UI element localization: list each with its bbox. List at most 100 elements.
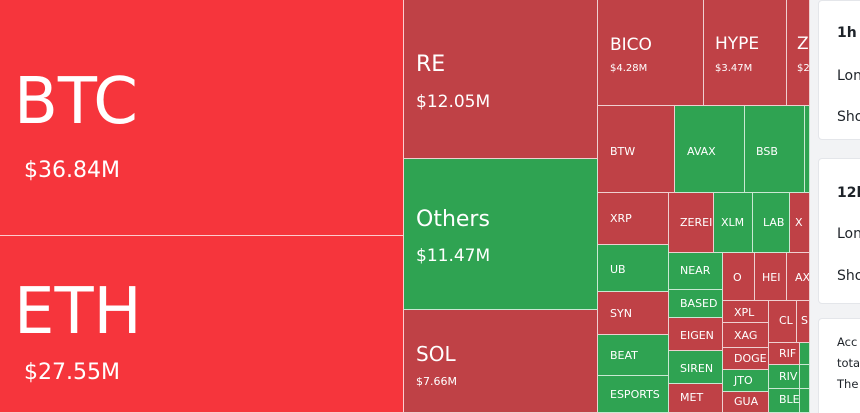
- liquidation-summary-panel: 1h Lon Sho 12h Lon Sho Acc tota The: [810, 0, 860, 413]
- tile-symbol: SOL: [416, 342, 456, 366]
- tile-xpl[interactable]: XPL: [723, 301, 769, 323]
- tile-symbol: XPL: [734, 306, 755, 319]
- tile-doge[interactable]: DOGE: [723, 348, 769, 370]
- tile-symbol: Others: [416, 207, 490, 232]
- accounts-note-card: Acc tota The: [818, 318, 860, 413]
- tile-re[interactable]: RE $12.05M: [404, 0, 598, 159]
- tile-xrp[interactable]: XRP: [598, 193, 669, 245]
- card-12h-title: 12h: [837, 185, 860, 201]
- tile-symbol: X: [795, 216, 803, 229]
- liquidation-treemap: BTC $36.84M ETH $27.55M RE $12.05M Others $11.4…: [0, 0, 810, 413]
- tile-ble[interactable]: BLE: [769, 389, 800, 413]
- tile-symbol: SYN: [610, 307, 632, 320]
- tile-symbol: JTO: [734, 374, 753, 387]
- tile-value: $12.05M: [416, 92, 491, 112]
- tile-symbol: CL: [779, 314, 793, 327]
- tile-cl[interactable]: CL: [769, 301, 797, 343]
- note-line-1: Acc: [837, 335, 858, 349]
- tile-unlabeled[interactable]: [800, 365, 810, 389]
- tile-symbol: HYPE: [715, 34, 760, 54]
- tile-symbol: LAB: [763, 216, 785, 229]
- tile-near[interactable]: NEAR: [669, 253, 723, 290]
- tile-symbol: BASED: [680, 297, 718, 310]
- tile-riv[interactable]: RIV: [769, 365, 800, 389]
- tile-xlm[interactable]: XLM: [714, 193, 753, 253]
- tile-zerebro[interactable]: ZEREI: [669, 193, 714, 253]
- tile-symbol: BEAT: [610, 349, 638, 362]
- tile-based[interactable]: BASED: [669, 290, 723, 318]
- tile-syn[interactable]: SYN: [598, 292, 669, 335]
- tile-symbol: RIV: [779, 370, 798, 383]
- tile-symbol: NEAR: [680, 264, 711, 277]
- tile-symbol: DOGE: [734, 352, 767, 365]
- tile-bico[interactable]: BICO $4.28M: [598, 0, 704, 106]
- tile-symbol: S: [801, 314, 808, 327]
- tile-beat[interactable]: BEAT: [598, 335, 669, 376]
- tile-symbol: XAG: [734, 329, 758, 342]
- tile-symbol: BLE: [779, 393, 800, 406]
- tile-symbol: MET: [680, 391, 704, 404]
- tile-symbol: XLM: [721, 216, 745, 229]
- tile-xx[interactable]: X: [790, 193, 810, 253]
- tile-met[interactable]: MET: [669, 384, 723, 413]
- tile-rif[interactable]: RIF: [769, 343, 800, 365]
- tile-value: $2: [797, 63, 810, 74]
- tile-unlabeled[interactable]: [800, 343, 810, 365]
- tile-hype[interactable]: HYPE $3.47M: [704, 0, 787, 106]
- tile-value: $4.28M: [610, 63, 648, 74]
- tile-gua[interactable]: GUA: [723, 392, 769, 413]
- tile-unlabeled[interactable]: [805, 106, 810, 193]
- tile-symbol: ZEREI: [680, 216, 713, 229]
- card-1h-title: 1h: [837, 25, 857, 41]
- card-1h: 1h Lon Sho: [818, 0, 860, 140]
- card-1h-long-label: Lon: [837, 68, 860, 84]
- tile-value: $11.47M: [416, 246, 491, 266]
- tile-xag[interactable]: XAG: [723, 323, 769, 348]
- tile-symbol: GUA: [734, 395, 759, 408]
- tile-symbol: O: [733, 271, 742, 284]
- tile-symbol: XRP: [610, 212, 632, 225]
- tile-btw[interactable]: BTW: [598, 106, 675, 193]
- tile-symbol: SIREN: [680, 362, 714, 375]
- tile-symbol: ETH: [14, 275, 142, 349]
- tile-symbol: BTC: [14, 65, 138, 139]
- card-12h-short-label: Sho: [837, 268, 860, 284]
- tile-ax[interactable]: AX: [787, 253, 810, 301]
- tile-bsb[interactable]: BSB: [745, 106, 805, 193]
- card-1h-short-label: Sho: [837, 109, 860, 125]
- tile-jto[interactable]: JTO: [723, 370, 769, 392]
- tile-eigen[interactable]: EIGEN: [669, 318, 723, 351]
- tile-others[interactable]: Others $11.47M: [404, 159, 598, 310]
- tile-eth[interactable]: ETH $27.55M: [0, 236, 404, 413]
- tile-symbol: RIF: [779, 347, 797, 360]
- tile-symbol: AVAX: [687, 145, 716, 158]
- tile-z[interactable]: Z $2: [787, 0, 810, 106]
- tile-btc[interactable]: BTC $36.84M: [0, 0, 404, 236]
- tile-sol[interactable]: SOL $7.66M: [404, 310, 598, 413]
- tile-value: $3.47M: [715, 63, 753, 74]
- card-12h-long-label: Lon: [837, 226, 860, 242]
- tile-symbol: BSB: [756, 145, 778, 158]
- tile-o[interactable]: O: [723, 253, 755, 301]
- tile-esports[interactable]: ESPORTS: [598, 376, 669, 413]
- tile-symbol: AX: [795, 271, 810, 284]
- tile-s[interactable]: S: [797, 301, 810, 343]
- note-line-2: tota: [837, 356, 860, 370]
- tile-unlabeled[interactable]: [800, 389, 810, 413]
- tile-symbol: EIGEN: [680, 329, 714, 342]
- tile-ub[interactable]: UB: [598, 245, 669, 292]
- tile-hei[interactable]: HEI: [755, 253, 787, 301]
- tile-avax[interactable]: AVAX: [675, 106, 745, 193]
- note-line-3: The: [837, 377, 859, 391]
- tile-symbol: RE: [416, 52, 446, 77]
- tile-symbol: ESPORTS: [610, 388, 660, 401]
- tile-siren[interactable]: SIREN: [669, 351, 723, 384]
- tile-symbol: Z: [797, 34, 809, 54]
- tile-value: $7.66M: [416, 375, 457, 388]
- card-12h: 12h Lon Sho: [818, 158, 860, 304]
- tile-value: $27.55M: [24, 360, 120, 385]
- tile-symbol: UB: [610, 263, 626, 276]
- tile-symbol: BICO: [610, 35, 652, 55]
- tile-lab[interactable]: LAB: [753, 193, 790, 253]
- tile-value: $36.84M: [24, 158, 120, 183]
